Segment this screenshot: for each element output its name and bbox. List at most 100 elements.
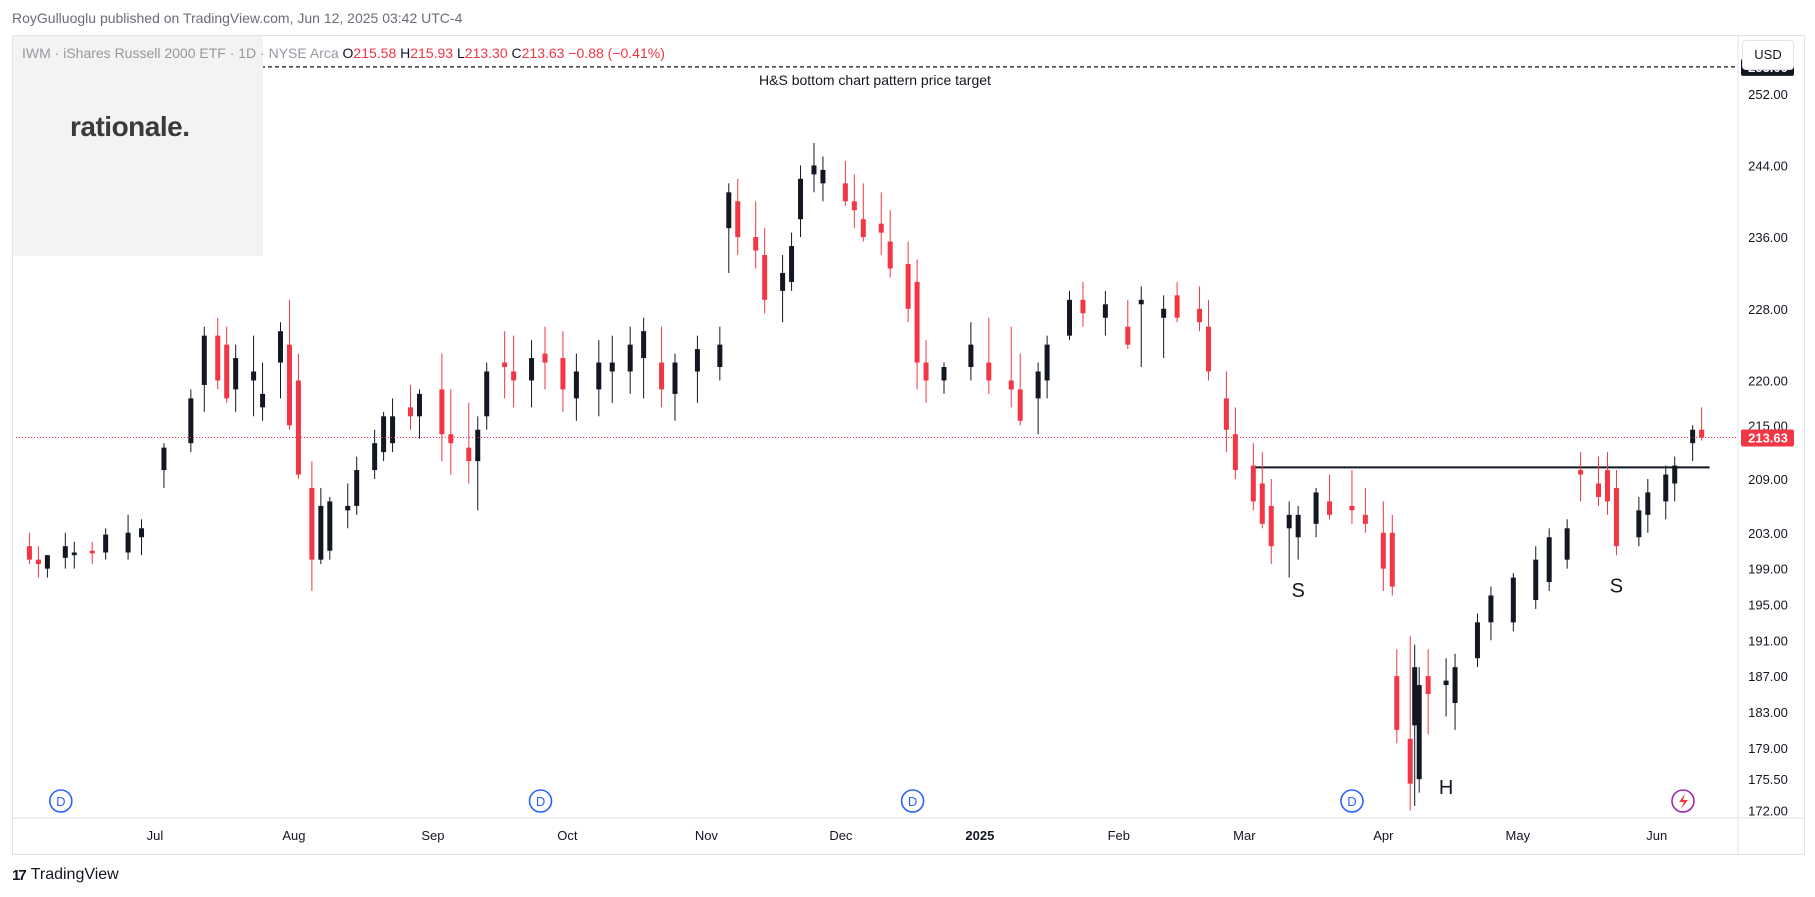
- candle: [672, 353, 678, 421]
- candle: [1362, 487, 1368, 533]
- tradingview-logo-icon: 17: [12, 866, 27, 884]
- candle: [1349, 470, 1355, 524]
- candle-body: [887, 241, 893, 269]
- candle-body: [318, 505, 324, 560]
- candle-body: [1349, 505, 1355, 511]
- candle-body: [286, 344, 292, 426]
- candle: [201, 326, 207, 412]
- candle: [968, 322, 974, 381]
- x-tick-label: Jul: [147, 828, 164, 843]
- candle-body: [627, 344, 633, 372]
- tradingview-brand[interactable]: 17 TradingView: [12, 866, 119, 884]
- candle: [542, 326, 548, 390]
- candle-body: [295, 380, 301, 475]
- candle: [627, 326, 633, 394]
- candle-body: [62, 546, 68, 558]
- candle-body: [1443, 680, 1449, 686]
- candle: [798, 165, 804, 238]
- candle: [1533, 546, 1539, 609]
- candle: [851, 174, 857, 229]
- candle: [295, 353, 301, 480]
- candle: [860, 183, 866, 242]
- x-tick-label: Oct: [557, 828, 578, 843]
- legend-symbol[interactable]: IWM · iShares Russell 2000 ETF · 1D · NY…: [22, 45, 339, 61]
- chart-frame[interactable]: [12, 35, 1805, 855]
- dividend-marker[interactable]: D: [528, 789, 553, 813]
- candle-body: [596, 362, 602, 390]
- legend-close-value: 213.63: [521, 45, 565, 61]
- time-axis[interactable]: Jul Aug Sep Oct Nov Dec 2025 Feb Mar Apr May Jun: [147, 828, 1668, 843]
- candles-group: [26, 143, 1705, 811]
- candle: [1138, 286, 1144, 368]
- logo-box: [13, 36, 263, 256]
- candle: [139, 519, 145, 556]
- legend-low-value: 213.30: [464, 45, 508, 61]
- candle-body: [672, 362, 678, 394]
- candle: [1443, 658, 1449, 717]
- x-tick-label: 2025: [965, 828, 994, 843]
- candle-body: [811, 165, 817, 175]
- candle: [372, 429, 378, 480]
- candle-body: [372, 443, 378, 471]
- candle: [914, 259, 920, 390]
- y-tick-label: 199.00: [1748, 562, 1788, 577]
- price-axis[interactable]: 172.00 175.50 179.00 183.00 187.00 191.00 195.…: [1741, 58, 1794, 819]
- candle-body: [842, 183, 848, 202]
- candle: [1174, 281, 1180, 323]
- candle-body: [439, 389, 445, 435]
- candle-body: [1067, 299, 1073, 336]
- legend-open-value: 215.58: [353, 45, 397, 61]
- candle-body: [1663, 474, 1669, 502]
- last-price-tag: 213.63: [1741, 429, 1794, 447]
- candle-body: [354, 470, 360, 506]
- candle: [1067, 290, 1073, 341]
- candle-body: [1080, 299, 1086, 314]
- candle-body: [484, 371, 490, 417]
- y-tick-label: 228.00: [1748, 302, 1788, 317]
- candle: [466, 402, 472, 484]
- candle: [820, 156, 826, 202]
- candle-body: [103, 534, 109, 553]
- candle: [1596, 456, 1602, 506]
- currency-button[interactable]: USD: [1742, 40, 1794, 70]
- candle-body: [1197, 308, 1203, 323]
- dividend-marker[interactable]: D: [900, 789, 925, 813]
- dividend-marker[interactable]: D: [49, 789, 73, 813]
- candle: [1412, 644, 1418, 807]
- candle-body: [851, 201, 857, 211]
- candle: [1327, 474, 1333, 520]
- candle: [502, 331, 508, 399]
- candle-body: [659, 362, 665, 390]
- candle-body: [1259, 483, 1265, 524]
- candle-body: [277, 331, 283, 363]
- candle-body: [726, 192, 732, 229]
- candle: [511, 335, 517, 408]
- dividend-label: D: [536, 794, 545, 809]
- x-tick-label: Dec: [829, 828, 853, 843]
- y-tick-label: 252.00: [1748, 87, 1788, 102]
- candle-body: [1125, 326, 1131, 345]
- candle: [596, 340, 602, 417]
- candle: [1672, 456, 1678, 502]
- candle-body: [327, 501, 333, 551]
- candle: [277, 322, 283, 399]
- dividend-marker[interactable]: D: [1340, 789, 1364, 813]
- candle-body: [1474, 622, 1480, 659]
- candle-body: [780, 272, 786, 291]
- candle-body: [390, 416, 396, 444]
- candle-body: [878, 223, 884, 233]
- y-tick-label: 220.00: [1748, 373, 1788, 388]
- flash-icon[interactable]: [1671, 789, 1695, 813]
- candle: [71, 541, 77, 569]
- candle: [1380, 501, 1386, 592]
- candle: [753, 201, 759, 269]
- candle: [1488, 586, 1494, 641]
- candle: [448, 389, 454, 475]
- candle: [1452, 653, 1458, 730]
- pattern-label: H: [1439, 777, 1453, 799]
- candle-body: [71, 552, 77, 556]
- candle-body: [923, 362, 929, 381]
- candle-body: [1295, 514, 1301, 538]
- candle: [1510, 573, 1516, 632]
